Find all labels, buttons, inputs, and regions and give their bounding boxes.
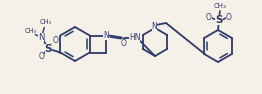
- Text: HN: HN: [129, 33, 140, 41]
- Text: S: S: [215, 15, 223, 25]
- Text: O: O: [206, 14, 212, 22]
- Text: S: S: [45, 44, 52, 53]
- Text: O: O: [121, 39, 127, 47]
- Text: O: O: [38, 52, 44, 61]
- Text: CH₃: CH₃: [39, 19, 51, 25]
- Text: CH₃: CH₃: [24, 28, 36, 34]
- Text: O: O: [226, 14, 232, 22]
- Text: N: N: [103, 30, 109, 39]
- Text: O: O: [52, 36, 58, 45]
- Text: N: N: [38, 33, 45, 42]
- Text: N: N: [152, 22, 157, 31]
- Text: CH₃: CH₃: [214, 3, 226, 9]
